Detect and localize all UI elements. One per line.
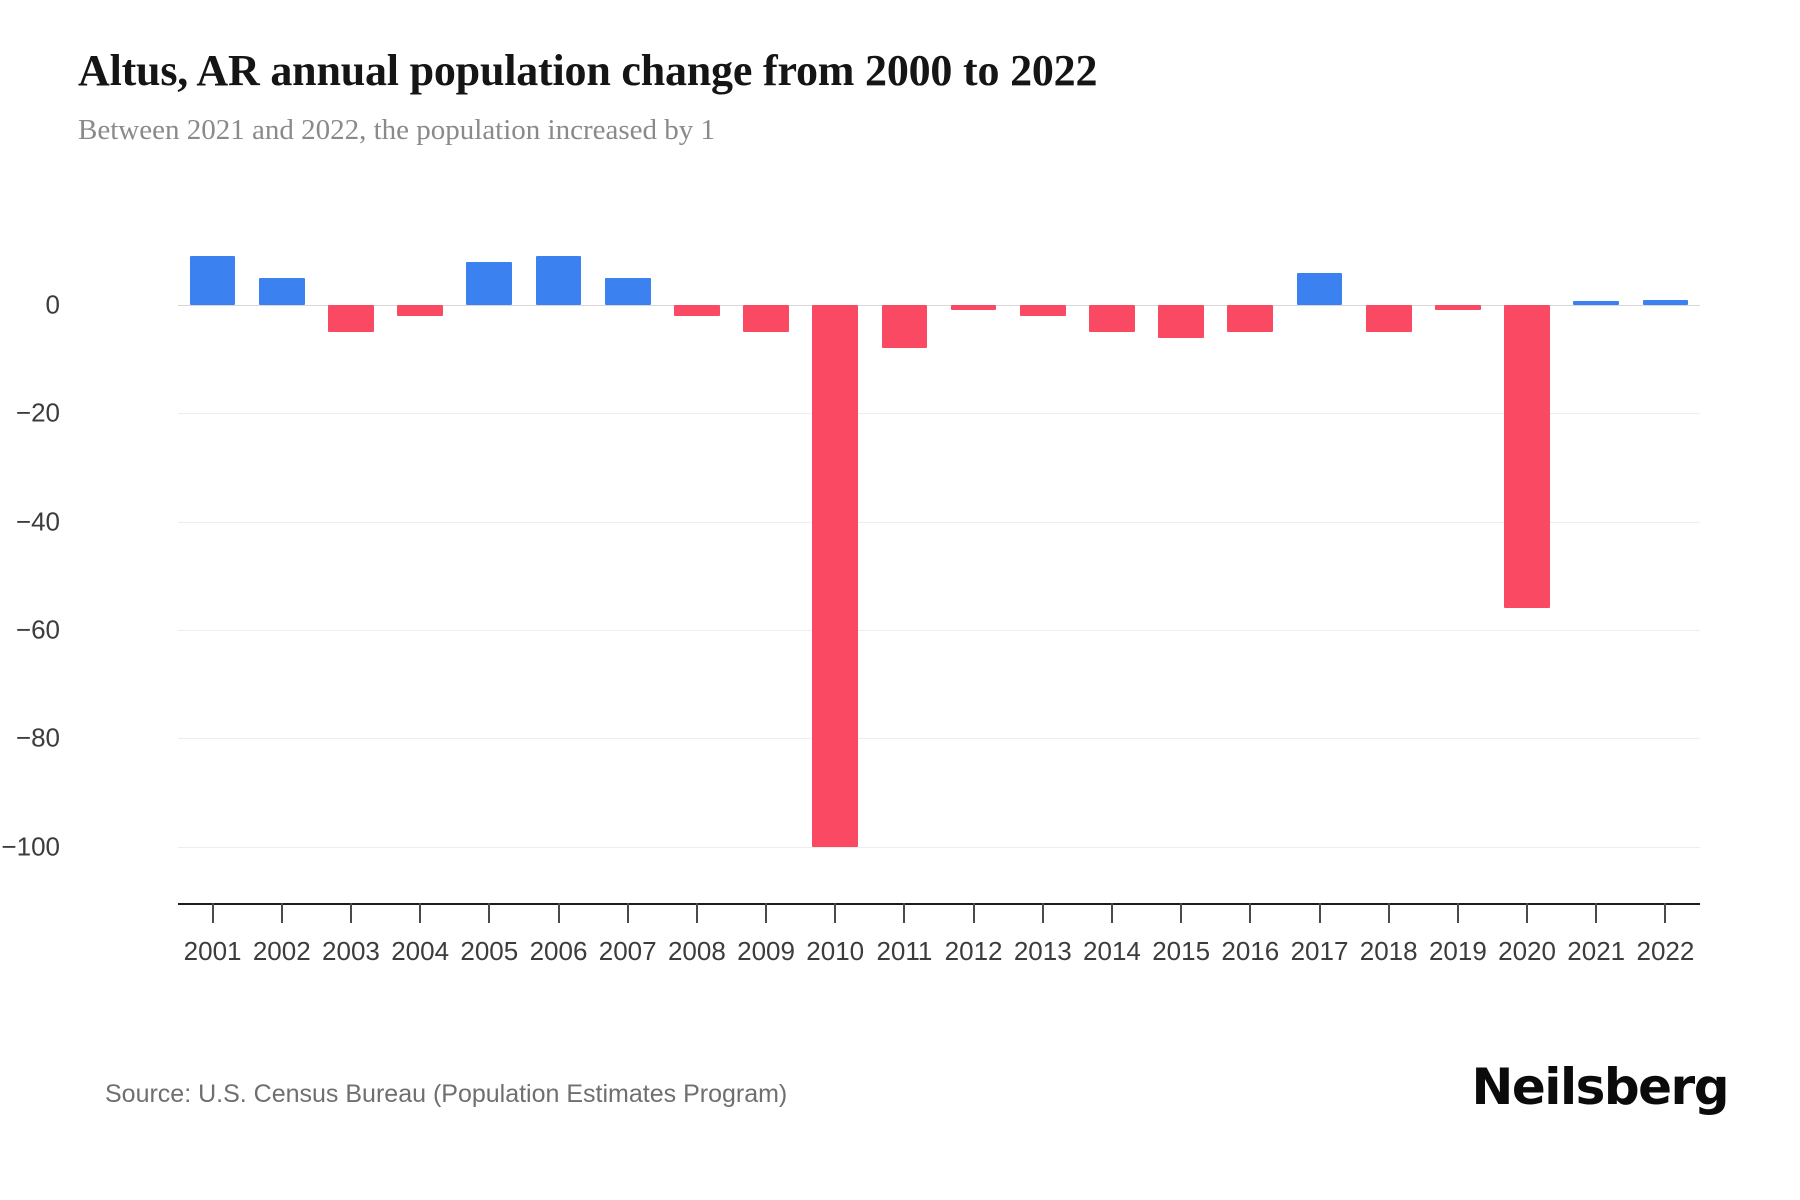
x-tick-label-2009: 2009 bbox=[737, 936, 795, 966]
x-tick bbox=[834, 903, 837, 923]
x-tick-label-2021: 2021 bbox=[1567, 936, 1626, 966]
y-tick-label: −40 bbox=[15, 506, 60, 537]
x-tick bbox=[1110, 903, 1113, 923]
gridline bbox=[178, 738, 1700, 740]
x-tick-label-2006: 2006 bbox=[529, 936, 588, 966]
gridline bbox=[178, 521, 1700, 523]
x-tick bbox=[903, 903, 906, 923]
x-tick bbox=[488, 903, 491, 923]
x-tick bbox=[1456, 903, 1459, 923]
x-tick-label-2014: 2014 bbox=[1083, 936, 1141, 966]
x-tick bbox=[557, 903, 560, 923]
x-tick-label-2001: 2001 bbox=[183, 936, 242, 966]
x-tick-label-2022: 2022 bbox=[1636, 936, 1695, 966]
x-tick bbox=[1595, 903, 1598, 923]
bar-2011[interactable] bbox=[881, 305, 928, 349]
source-note: Source: U.S. Census Bureau (Population E… bbox=[105, 1080, 788, 1108]
gridline bbox=[178, 630, 1700, 631]
y-axis-labels: 0 −20 −40 −60 −80 −100 bbox=[1, 240, 1700, 890]
x-tick bbox=[1664, 903, 1667, 923]
bar-2014[interactable] bbox=[1089, 305, 1135, 333]
x-tick-label-2019: 2019 bbox=[1428, 936, 1487, 966]
bar-2007[interactable] bbox=[604, 277, 651, 305]
x-tick bbox=[1318, 903, 1321, 923]
bar-2001[interactable] bbox=[189, 256, 236, 305]
x-tick-label-2002: 2002 bbox=[252, 936, 311, 966]
x-tick bbox=[972, 903, 975, 923]
x-tick-label-2007: 2007 bbox=[598, 936, 657, 966]
x-tick bbox=[695, 903, 698, 923]
x-tick-label-2012: 2012 bbox=[944, 936, 1003, 966]
bar-2004[interactable] bbox=[397, 305, 443, 316]
bar-2022[interactable] bbox=[1642, 299, 1689, 305]
x-tick bbox=[211, 903, 214, 923]
x-tick-label-2004: 2004 bbox=[391, 936, 450, 966]
bar-2015[interactable] bbox=[1158, 305, 1204, 338]
bar-2008[interactable] bbox=[674, 305, 720, 316]
x-tick bbox=[419, 903, 422, 923]
bar-2017[interactable] bbox=[1296, 272, 1343, 305]
x-tick-label-2013: 2013 bbox=[1013, 936, 1072, 966]
bar-2010[interactable] bbox=[812, 305, 859, 847]
brand-logo: Neilsberg bbox=[1471, 1058, 1730, 1116]
plot-area bbox=[178, 240, 1700, 890]
x-tick bbox=[626, 903, 629, 923]
x-tick-label-2017: 2017 bbox=[1290, 936, 1349, 966]
bar-2016[interactable] bbox=[1227, 305, 1274, 333]
y-tick-label: −80 bbox=[15, 722, 60, 753]
chart-subtitle: Between 2021 and 2022, the population in… bbox=[78, 113, 716, 146]
bar-2019[interactable] bbox=[1435, 305, 1481, 311]
zero-line bbox=[178, 305, 1700, 306]
x-tick bbox=[1387, 903, 1390, 923]
x-tick-label-2008: 2008 bbox=[667, 936, 726, 966]
x-tick bbox=[1180, 903, 1183, 923]
bar-2021[interactable] bbox=[1573, 301, 1620, 305]
y-tick-label: −20 bbox=[15, 397, 60, 428]
x-tick-label-2016: 2016 bbox=[1221, 936, 1280, 966]
x-tick-label-2015: 2015 bbox=[1152, 936, 1211, 966]
x-axis-line bbox=[178, 903, 1700, 905]
x-tick bbox=[1041, 903, 1044, 923]
x-tick-label-2003: 2003 bbox=[322, 936, 380, 966]
x-tick bbox=[280, 903, 283, 923]
x-tick-label-2011: 2011 bbox=[876, 936, 933, 966]
y-tick-label: 0 bbox=[45, 289, 60, 320]
x-tick-label-2020: 2020 bbox=[1498, 936, 1556, 966]
x-tick bbox=[349, 903, 352, 923]
x-tick bbox=[1526, 903, 1529, 923]
bar-2003[interactable] bbox=[328, 305, 374, 333]
y-tick-label: −100 bbox=[1, 831, 60, 862]
x-tick bbox=[765, 903, 768, 923]
bar-2013[interactable] bbox=[1019, 305, 1066, 316]
bar-2006[interactable] bbox=[535, 256, 582, 305]
x-tick-label-2010: 2010 bbox=[806, 936, 865, 966]
page-title: Altus, AR annual population change from … bbox=[78, 46, 1098, 95]
gridline bbox=[178, 846, 1700, 848]
x-tick-label-2005: 2005 bbox=[460, 936, 519, 966]
bar-2020[interactable] bbox=[1504, 305, 1550, 609]
y-tick-label: −60 bbox=[15, 614, 60, 645]
bar-2012[interactable] bbox=[950, 305, 997, 311]
chart-header: Altus, AR annual population change from … bbox=[78, 46, 1718, 147]
x-tick-label-2018: 2018 bbox=[1359, 936, 1418, 966]
gridline bbox=[178, 413, 1700, 415]
bar-2002[interactable] bbox=[258, 277, 305, 305]
x-tick bbox=[1249, 903, 1252, 923]
bar-2005[interactable] bbox=[466, 261, 513, 305]
bar-2018[interactable] bbox=[1365, 305, 1412, 333]
bar-2009[interactable] bbox=[743, 305, 789, 333]
